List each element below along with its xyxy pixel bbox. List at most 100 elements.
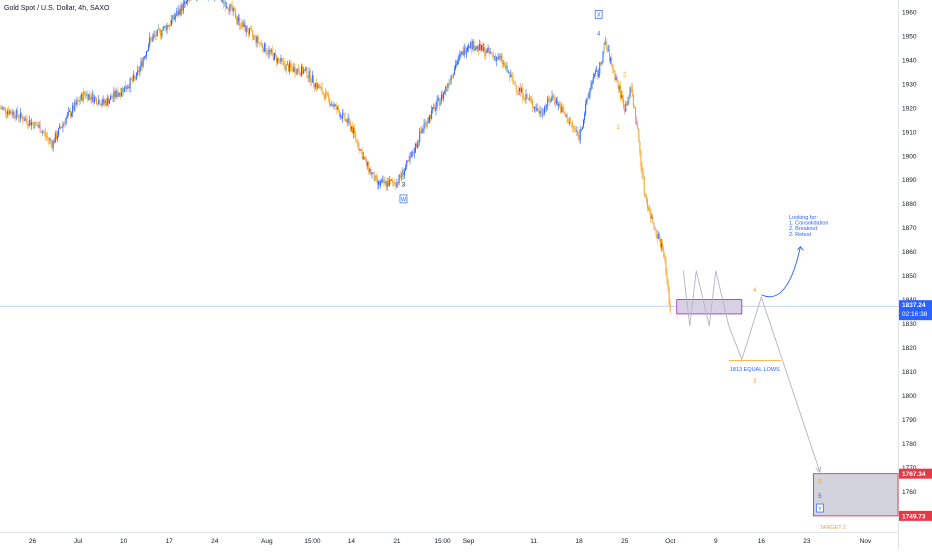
candle-body xyxy=(86,94,87,97)
candle-body xyxy=(175,15,176,17)
candle-body xyxy=(414,153,415,154)
candle-body xyxy=(24,118,25,120)
price-tick-label: 1760 xyxy=(902,489,917,496)
candle-body xyxy=(263,48,264,52)
candle-body xyxy=(91,97,92,100)
candle-body xyxy=(495,56,496,61)
candle-body xyxy=(501,56,502,57)
candle-body xyxy=(107,98,108,105)
candle-body xyxy=(480,44,481,50)
candle-body xyxy=(441,95,442,101)
candle-body xyxy=(23,121,24,122)
candle-body xyxy=(565,113,566,115)
candle-body xyxy=(254,36,255,37)
candle-body xyxy=(429,115,430,121)
candle-body xyxy=(156,35,157,36)
candle-body xyxy=(288,65,289,72)
candle-body xyxy=(393,182,394,183)
candle-body xyxy=(183,4,184,11)
candle-body xyxy=(350,122,351,130)
candle-body xyxy=(595,71,596,74)
candle-body xyxy=(82,94,83,101)
candle-body xyxy=(121,93,122,96)
candle-body xyxy=(129,87,130,88)
candle-body xyxy=(116,91,117,97)
candle-body xyxy=(646,197,647,201)
candle-body xyxy=(553,96,554,97)
candle-body xyxy=(130,78,131,88)
price-tick-label: 1810 xyxy=(902,369,917,376)
candle-body xyxy=(257,37,258,43)
candle-body xyxy=(172,15,173,19)
candle-body xyxy=(574,128,575,129)
candle-body xyxy=(353,128,354,133)
candle-body xyxy=(78,101,79,102)
candle-body xyxy=(440,101,441,105)
candle-body xyxy=(72,106,73,114)
candle-body xyxy=(549,100,550,102)
price-tick-label: 1910 xyxy=(902,129,917,136)
candle-body xyxy=(592,82,593,84)
candle-body xyxy=(367,162,368,166)
candle-body xyxy=(33,123,34,128)
candle-body xyxy=(309,71,310,77)
candle-body xyxy=(16,110,17,118)
candle-body xyxy=(572,123,573,127)
candle-body xyxy=(392,180,393,182)
candle-body xyxy=(242,21,243,27)
candle-body xyxy=(663,249,664,256)
candle-body xyxy=(318,84,319,88)
candle-body xyxy=(483,47,484,51)
candle-body xyxy=(71,113,72,116)
candle-body xyxy=(473,41,474,51)
candle-body xyxy=(530,99,531,100)
candle-body xyxy=(459,55,460,57)
candle-body xyxy=(589,89,590,95)
candle-body xyxy=(504,63,505,64)
candle-body xyxy=(87,94,88,100)
candle-body xyxy=(311,82,312,83)
candle-body xyxy=(238,18,239,21)
candle-body xyxy=(81,94,82,100)
time-tick-label: Nov xyxy=(860,538,872,545)
candle-body xyxy=(232,5,233,11)
candle-body xyxy=(57,136,58,139)
time-tick-label: 15:00 xyxy=(304,538,321,545)
candle-body xyxy=(544,107,545,113)
candle-body xyxy=(381,180,382,182)
candle-body xyxy=(631,88,632,89)
candle-body xyxy=(362,151,363,159)
candle-body xyxy=(411,157,412,158)
candle-body xyxy=(660,239,661,247)
candle-body xyxy=(126,88,127,89)
candle-body xyxy=(390,180,391,181)
candle-body xyxy=(629,96,630,101)
candle-body xyxy=(360,149,361,150)
candle-body xyxy=(266,53,267,54)
candle-body xyxy=(617,77,618,82)
candle-body xyxy=(548,98,549,100)
candle-body xyxy=(167,25,168,30)
candle-body xyxy=(484,47,485,56)
price-tick-label: 1870 xyxy=(902,225,917,232)
candle-body xyxy=(533,107,534,109)
candle-body xyxy=(486,50,487,53)
candle-body xyxy=(562,107,563,110)
candle-body xyxy=(50,140,51,143)
candle-body xyxy=(139,67,140,72)
candle-body xyxy=(161,34,162,35)
candle-body xyxy=(568,123,569,124)
candle-body xyxy=(434,107,435,111)
candle-body xyxy=(635,107,636,121)
candle-body xyxy=(619,86,620,89)
candle-body xyxy=(74,102,75,110)
candle-body xyxy=(622,95,623,99)
candle-body xyxy=(439,98,440,105)
candle-body xyxy=(31,122,32,125)
candle-body xyxy=(515,84,516,86)
candle-body xyxy=(164,26,165,27)
candle-body xyxy=(358,147,359,150)
candle-body xyxy=(412,152,413,157)
candle-body xyxy=(224,2,225,3)
